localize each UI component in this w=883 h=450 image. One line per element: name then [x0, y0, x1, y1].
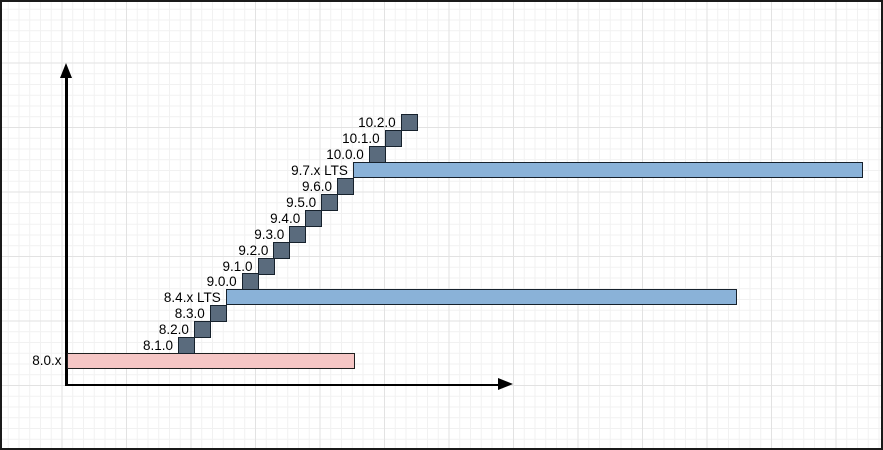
x-axis-line: [65, 383, 499, 386]
release-label: 10.2.0: [358, 115, 396, 131]
release-square: [400, 114, 418, 132]
x-axis-arrowhead-icon: [498, 378, 513, 391]
release-square: [273, 241, 291, 259]
release-label: 9.2.0: [238, 242, 269, 258]
release-square: [178, 337, 195, 354]
release-square: [241, 273, 259, 291]
release-label: 8.4.x LTS: [163, 289, 221, 305]
release-label: 10.0.0: [326, 147, 364, 163]
release-square: [305, 209, 323, 227]
release-label: 8.2.0: [158, 322, 189, 338]
release-bar-lts: [225, 289, 737, 306]
release-bar-lts: [352, 162, 863, 179]
release-label: 8.1.0: [142, 338, 173, 353]
release-label: 9.4.0: [270, 210, 301, 226]
release-square: [257, 257, 275, 275]
release-label: 9.0.0: [206, 274, 237, 290]
release-square: [289, 225, 307, 243]
release-square: [321, 193, 339, 211]
release-label: 9.1.0: [222, 258, 253, 274]
release-square: [337, 178, 354, 195]
release-bar-eol: [66, 352, 355, 369]
release-label: 8.3.0: [174, 306, 205, 322]
release-label: 9.3.0: [254, 226, 285, 242]
y-axis-line: [65, 76, 68, 385]
release-label: 8.0.x: [32, 353, 62, 369]
release-label: 10.1.0: [342, 131, 380, 147]
y-axis-arrowhead-icon: [59, 63, 72, 78]
release-square: [193, 321, 211, 339]
release-label: 9.5.0: [286, 194, 317, 210]
release-label: 9.6.0: [301, 179, 332, 194]
release-square: [384, 130, 402, 148]
release-square: [368, 146, 386, 164]
release-square: [209, 305, 227, 323]
release-label: 9.7.x LTS: [291, 162, 348, 178]
